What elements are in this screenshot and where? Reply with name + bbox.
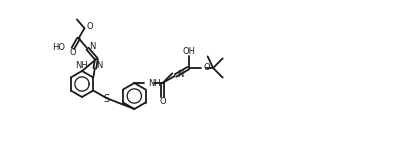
Text: HO: HO	[52, 43, 65, 52]
Text: O: O	[159, 97, 166, 106]
Text: N: N	[96, 61, 102, 70]
Text: S: S	[103, 94, 109, 104]
Text: NH: NH	[76, 61, 88, 70]
Text: N: N	[178, 70, 184, 79]
Text: N: N	[90, 42, 96, 51]
Text: O: O	[204, 63, 211, 73]
Text: O: O	[86, 22, 93, 31]
Text: NH: NH	[149, 78, 161, 87]
Text: OH: OH	[182, 47, 195, 56]
Text: O: O	[69, 48, 76, 57]
